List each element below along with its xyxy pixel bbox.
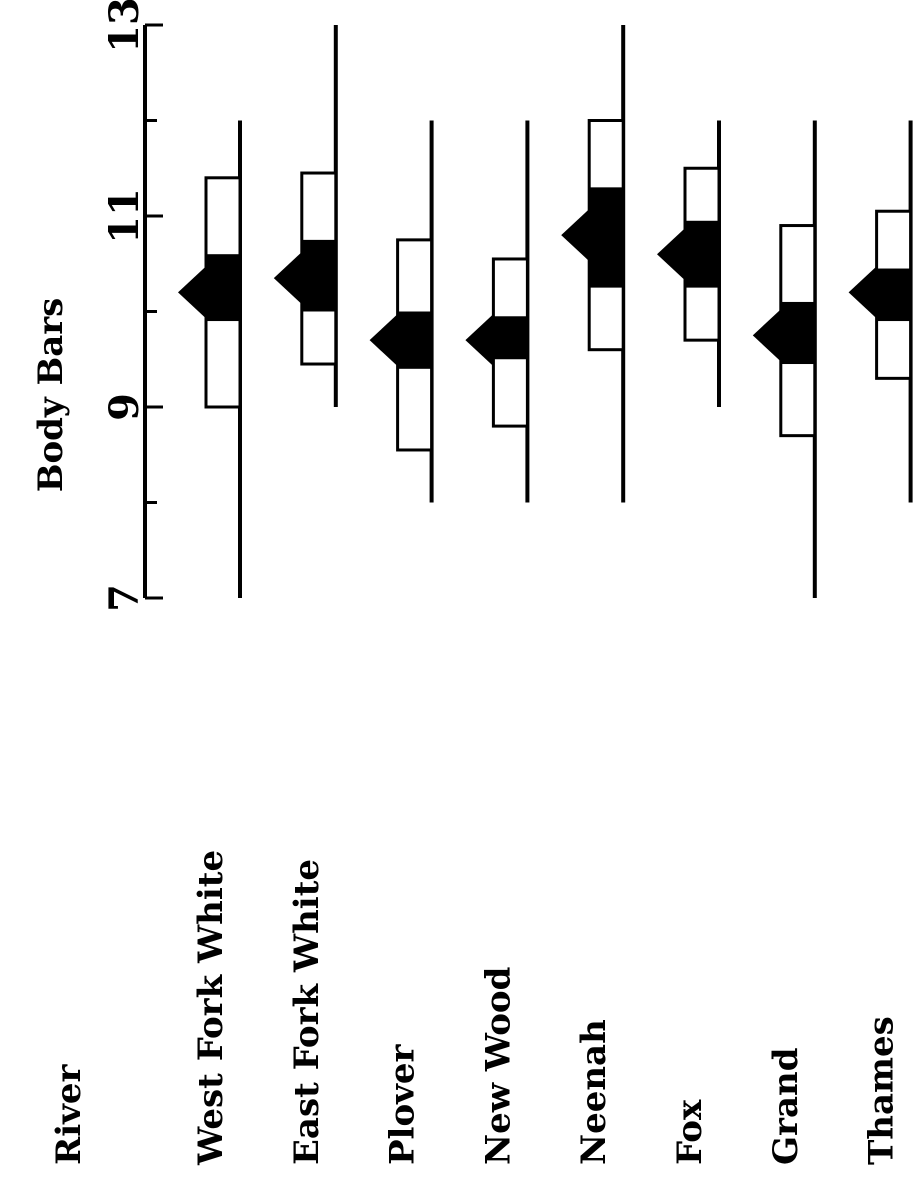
category-label: Thames bbox=[862, 1016, 902, 1165]
mean-band bbox=[780, 301, 815, 365]
tick-label: 11 bbox=[101, 188, 148, 244]
mean-marker bbox=[465, 313, 495, 368]
category-label: East Fork White bbox=[287, 859, 327, 1165]
category-label: Grand bbox=[766, 1048, 806, 1165]
tick-label: 9 bbox=[101, 393, 148, 421]
category-labels: West Fork White East Fork White Plover New … bbox=[191, 850, 902, 1166]
box-west-fork-white bbox=[178, 120, 242, 598]
category-header: River bbox=[49, 1063, 89, 1165]
tick-label: 7 bbox=[101, 584, 148, 612]
mean-band bbox=[397, 311, 432, 369]
mean-band bbox=[876, 268, 911, 322]
category-label: Plover bbox=[383, 1043, 423, 1165]
mean-band bbox=[589, 187, 624, 288]
mean-marker bbox=[657, 227, 686, 282]
box-plover bbox=[369, 120, 434, 503]
mean-marker bbox=[752, 308, 782, 363]
mean-marker bbox=[848, 265, 878, 320]
box-east-fork-white bbox=[273, 25, 338, 407]
mean-marker bbox=[561, 208, 591, 263]
mean-marker bbox=[369, 313, 399, 368]
category-label: Neenah bbox=[574, 1019, 614, 1165]
mean-marker bbox=[178, 265, 207, 320]
mean-marker bbox=[273, 251, 303, 306]
category-label: New Wood bbox=[478, 967, 518, 1165]
box-new-wood bbox=[465, 120, 530, 503]
axis-title: Body Bars bbox=[31, 298, 71, 493]
tick-label: 13 bbox=[101, 0, 148, 53]
boxes bbox=[178, 25, 913, 598]
box-thames bbox=[848, 120, 913, 503]
box-neenah bbox=[561, 25, 626, 503]
category-label: Fox bbox=[670, 1099, 710, 1165]
box-grand bbox=[752, 120, 817, 598]
mean-band bbox=[685, 220, 719, 288]
mean-band bbox=[301, 239, 336, 312]
category-label: West Fork White bbox=[191, 850, 231, 1166]
box-fox bbox=[657, 120, 721, 407]
value-axis: 7 9 11 13 bbox=[101, 0, 163, 612]
mean-band bbox=[493, 316, 528, 360]
mean-band bbox=[206, 254, 240, 322]
